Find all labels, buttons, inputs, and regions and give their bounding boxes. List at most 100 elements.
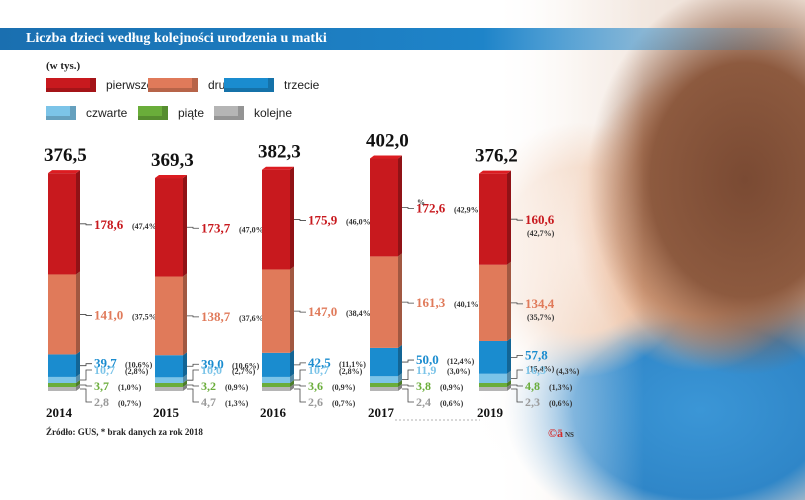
leader-line-2017-trzecie	[402, 359, 414, 363]
value-label-2014-trzecie: 39,7	[94, 356, 117, 371]
bar-2017-piate	[370, 383, 398, 387]
bar-2014-kolejne	[48, 387, 76, 391]
leader-line-2019-pierwsze	[511, 218, 523, 221]
pct-label-2019-czwarte: (4,3%)	[556, 367, 580, 376]
year-label-2015: 2015	[153, 405, 180, 420]
bar-2016-drugie	[262, 269, 290, 353]
pct-label-2014-piate: (1,0%)	[118, 383, 142, 392]
bar-side-2017-kolejne	[398, 384, 402, 391]
bar-side-2016-trzecie	[290, 349, 294, 377]
bar-2019-drugie	[479, 264, 507, 341]
bar-cap-2019	[479, 170, 511, 174]
bar-side-2015-trzecie	[183, 352, 187, 378]
year-label-2017: 2017	[368, 405, 395, 420]
bar-2015-pierwsze	[155, 178, 183, 277]
bar-side-2019-trzecie	[507, 337, 511, 374]
value-label-2015-piate: 3,2	[201, 379, 216, 393]
value-label-2016-drugie: 147,0	[308, 304, 337, 319]
pct-label-2019-kolejne: (0,6%)	[549, 399, 573, 408]
bar-cap-2017	[370, 155, 402, 159]
pct-label-2015-czwarte: (2,7%)	[232, 367, 256, 376]
unit-label: (w tys.)	[46, 60, 81, 72]
pct-label-2015-drugie: (37,6%)	[239, 314, 267, 323]
leader-line-2019-drugie	[511, 302, 523, 305]
value-label-2016-pierwsze: 175,9	[308, 213, 338, 228]
bar-2015-kolejne	[155, 387, 183, 391]
bar-side-2017-piate	[398, 380, 402, 387]
bar-2014-piate	[48, 383, 76, 387]
legend-swatch-trzecie	[224, 78, 274, 92]
year-label-2019: 2019	[477, 405, 504, 420]
bar-side-2014-trzecie	[76, 351, 80, 377]
pct-label-2016-kolejne: (0,7%)	[332, 399, 356, 408]
bar-2017-trzecie	[370, 347, 398, 377]
bar-2014-drugie	[48, 274, 76, 355]
bar-side-2017-drugie	[398, 253, 402, 348]
legend-item-trzecie: trzecie	[224, 78, 319, 92]
pct-label-2016-drugie: (38,4%)	[346, 309, 374, 318]
bar-2019-piate	[479, 383, 507, 387]
legend-label-piate: piąte	[178, 106, 205, 120]
value-label-2014-czwarte: 10,7	[94, 363, 115, 377]
leader-line-2015-pierwsze	[187, 226, 199, 229]
leader-line-2014-kolejne	[80, 388, 92, 403]
bar-2017-pierwsze	[370, 158, 398, 257]
value-label-2015-pierwsze: 173,7	[201, 220, 231, 235]
value-label-2017-drugie: 161,3	[416, 295, 446, 310]
leader-line-2017-pierwsze	[402, 207, 414, 209]
value-label-2014-drugie: 141,0	[94, 307, 123, 322]
pct-label-2015-kolejne: (1,3%)	[225, 399, 249, 408]
bar-2016-trzecie	[262, 352, 290, 377]
bar-side-2015-czwarte	[183, 374, 187, 383]
legend-item-kolejne: kolejne	[214, 106, 292, 120]
value-label-2019-piate: 4,8	[525, 379, 540, 393]
leader-line-2015-kolejne	[187, 388, 199, 403]
bar-side-2014-piate	[76, 380, 80, 387]
bar-side-2017-pierwsze	[398, 155, 402, 257]
leader-line-2017-drugie	[402, 301, 414, 304]
bar-2017-drugie	[370, 256, 398, 348]
bar-side-2019-piate	[507, 380, 511, 387]
value-label-2014-kolejne: 2,8	[94, 395, 109, 409]
leader-line-2019-piate	[511, 384, 523, 387]
value-label-2015-trzecie: 39,0	[201, 356, 224, 371]
pct-label-2015-piate: (0,9%)	[225, 383, 249, 392]
bar-cap-2015	[155, 175, 187, 179]
leader-line-2014-trzecie	[80, 363, 92, 367]
year-label-2014: 2014	[46, 405, 73, 420]
leader-line-2017-kolejne	[402, 388, 414, 403]
legend-swatch-drugie	[148, 78, 198, 92]
value-label-2017-piate: 3,8	[416, 379, 431, 393]
pct-label-2017-kolejne: (0,6%)	[440, 399, 464, 408]
pct-label-2014-kolejne: (0,7%)	[118, 399, 142, 408]
leader-line-2014-drugie	[80, 314, 92, 316]
leader-line-2016-czwarte	[294, 369, 306, 381]
annotation-mark: %	[417, 198, 425, 207]
leader-line-2017-czwarte	[402, 369, 414, 381]
bar-2015-czwarte	[155, 377, 183, 383]
leader-line-2015-piate	[187, 384, 199, 387]
value-label-2016-kolejne: 2,6	[308, 395, 323, 409]
bar-side-2014-pierwsze	[76, 170, 80, 275]
pct-label-2016-czwarte: (2,8%)	[339, 367, 363, 376]
bar-side-2017-trzecie	[398, 344, 402, 377]
title-bar	[0, 28, 805, 50]
source-note: Źródło: GUS, * brak danych za rok 2018	[46, 427, 203, 437]
total-label-2016: 382,3	[258, 142, 301, 163]
value-label-2014-pierwsze: 178,6	[94, 217, 124, 232]
value-label-2019-trzecie: 57,8	[525, 347, 548, 362]
bar-side-2015-drugie	[183, 273, 187, 356]
pct-label-2016-pierwsze: (46,0%)	[346, 218, 374, 227]
value-label-2017-trzecie: 50,0	[416, 352, 439, 367]
leader-line-2016-piate	[294, 384, 306, 387]
bar-side-2016-piate	[290, 380, 294, 387]
bar-2014-trzecie	[48, 354, 76, 377]
leader-line-2014-piate	[80, 384, 92, 387]
pct-label-2016-piate: (0,9%)	[332, 383, 356, 392]
bar-side-2014-czwarte	[76, 373, 80, 383]
bar-2014-pierwsze	[48, 173, 76, 275]
total-label-2019: 376,2	[475, 146, 518, 167]
total-label-2014: 376,5	[44, 145, 87, 166]
pct-label-2017-drugie: (40,1%)	[454, 300, 482, 309]
